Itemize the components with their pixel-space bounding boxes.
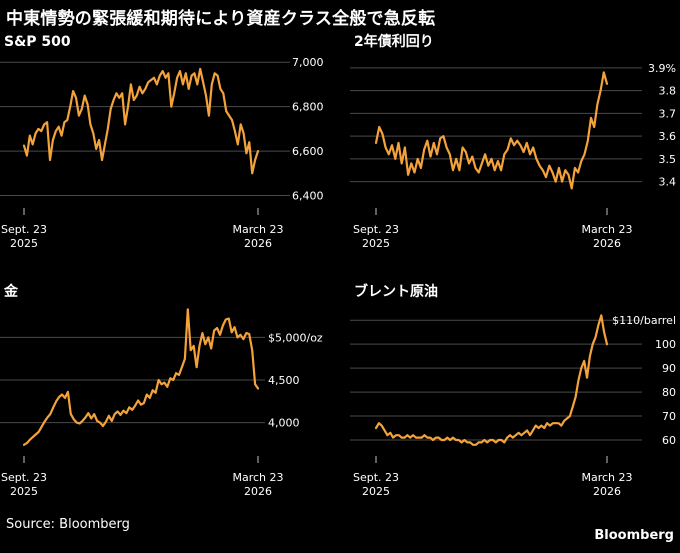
x-tick-label: Sept. 23 <box>1 471 47 484</box>
x-tick-label: March 23 <box>232 471 283 484</box>
x-tick-label: Sept. 23 <box>1 223 47 236</box>
brand-logo: Bloomberg <box>594 528 674 543</box>
y-tick-label: 4,000 <box>268 417 300 430</box>
source-note: Source: Bloomberg <box>6 517 130 532</box>
y-tick-label: 6,800 <box>292 101 324 114</box>
y-tick-label: 60 <box>662 434 676 447</box>
series-line-gold <box>22 308 260 446</box>
x-tick-year: 2025 <box>362 485 390 498</box>
x-tick-year: 2026 <box>593 485 621 498</box>
y-tick-label: 4,500 <box>268 374 300 387</box>
panel-title: S&P 500 <box>4 34 71 50</box>
series-line-brent <box>374 314 609 446</box>
y-tick-label: $5,000/oz <box>268 331 323 344</box>
y-tick-label: 6,400 <box>292 190 324 203</box>
x-tick-label: March 23 <box>581 471 632 484</box>
y-tick-label: 3.4 <box>659 176 677 189</box>
x-tick-year: 2025 <box>10 237 38 250</box>
y-tick-label: $110/barrel <box>612 314 676 327</box>
x-tick-year: 2026 <box>244 237 272 250</box>
x-tick-label: Sept. 23 <box>353 223 399 236</box>
x-tick-year: 2026 <box>593 237 621 250</box>
x-tick-year: 2025 <box>10 485 38 498</box>
panel-brent: ブレント原油 60 70 80 90 100 $110/barrel Sept. 232025… <box>350 283 676 498</box>
y-tick-label: 7,000 <box>292 56 324 69</box>
y-tick-label: 90 <box>662 362 676 375</box>
y-tick-label: 3.7 <box>659 107 677 120</box>
y-tick-label: 100 <box>655 338 676 351</box>
y-tick-label: 3.8 <box>659 85 677 98</box>
series-line-us2y <box>374 71 609 190</box>
x-tick-label: Sept. 23 <box>353 471 399 484</box>
y-tick-label: 6,600 <box>292 145 324 158</box>
panel-title: ブレント原油 <box>354 283 438 300</box>
y-tick-label: 70 <box>662 410 676 423</box>
chart-title: 中東情勢の緊張緩和期待により資産クラス全般で急反転 <box>6 9 436 29</box>
y-tick-label: 3.9% <box>648 62 676 75</box>
x-tick-year: 2025 <box>362 237 390 250</box>
y-tick-label: 3.5 <box>659 153 677 166</box>
x-tick-year: 2026 <box>244 485 272 498</box>
panel-title: 金 <box>3 283 19 300</box>
y-tick-label: 80 <box>662 386 676 399</box>
series-line-sp500 <box>22 67 260 175</box>
x-tick-label: March 23 <box>232 223 283 236</box>
x-tick-label: March 23 <box>581 223 632 236</box>
y-tick-label: 3.6 <box>659 130 677 143</box>
panel-title: 2年債利回り <box>354 33 434 50</box>
